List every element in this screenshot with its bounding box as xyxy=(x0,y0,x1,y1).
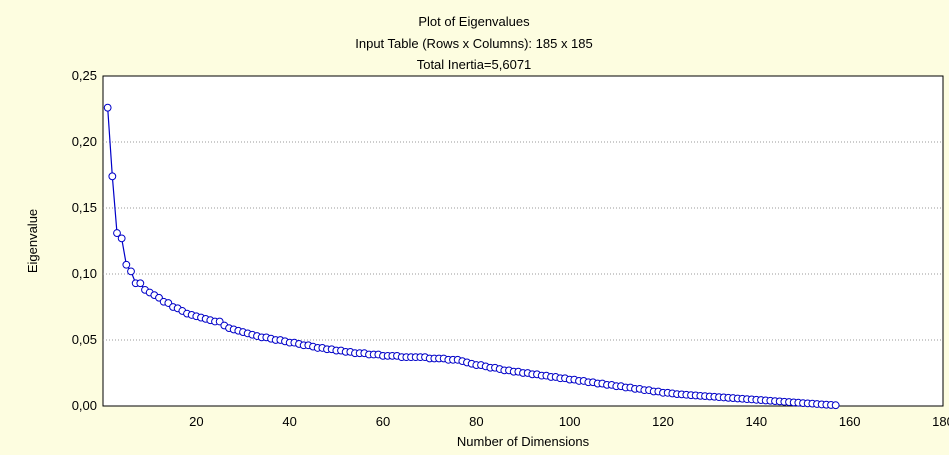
plot-area xyxy=(102,75,944,407)
x-tick-label: 180 xyxy=(932,414,949,429)
series-eigenvalues xyxy=(103,103,840,410)
x-tick-label: 140 xyxy=(745,414,767,429)
x-tick-label: 40 xyxy=(282,414,296,429)
y-tick-label: 0,20 xyxy=(72,134,97,149)
data-point xyxy=(117,234,126,243)
y-tick-label: 0,00 xyxy=(72,398,97,413)
data-point xyxy=(136,279,145,288)
x-tick-label: 100 xyxy=(559,414,581,429)
x-tick-label: 20 xyxy=(189,414,203,429)
data-point xyxy=(122,260,131,269)
x-tick-label: 80 xyxy=(469,414,483,429)
y-tick-label: 0,10 xyxy=(72,266,97,281)
chart-title: Plot of Eigenvalues Input Table (Rows x … xyxy=(355,14,593,72)
x-tick-label: 60 xyxy=(376,414,390,429)
y-tick-label: 0,25 xyxy=(72,68,97,83)
grid-lines xyxy=(103,141,943,341)
chart-title-line-1: Plot of Eigenvalues xyxy=(418,14,530,29)
chart-title-line-2: Input Table (Rows x Columns): 185 x 185 xyxy=(355,36,593,51)
y-axis-ticks: 0,00 0,05 0,10 0,15 0,20 0,25 xyxy=(72,68,97,413)
y-axis-label: Eigenvalue xyxy=(25,209,40,273)
data-point xyxy=(113,229,121,237)
data-point xyxy=(108,172,117,181)
y-tick-label: 0,15 xyxy=(72,200,97,215)
data-point xyxy=(103,103,112,112)
data-point xyxy=(831,401,840,410)
x-tick-label: 160 xyxy=(839,414,861,429)
x-axis-label: Number of Dimensions xyxy=(457,434,590,449)
y-tick-label: 0,05 xyxy=(72,332,97,347)
data-point xyxy=(127,267,135,276)
x-axis-ticks: 20 40 60 80 100 120 140 160 180 xyxy=(189,414,949,429)
chart-title-line-3: Total Inertia=5,6071 xyxy=(417,57,532,72)
x-tick-label: 120 xyxy=(652,414,674,429)
